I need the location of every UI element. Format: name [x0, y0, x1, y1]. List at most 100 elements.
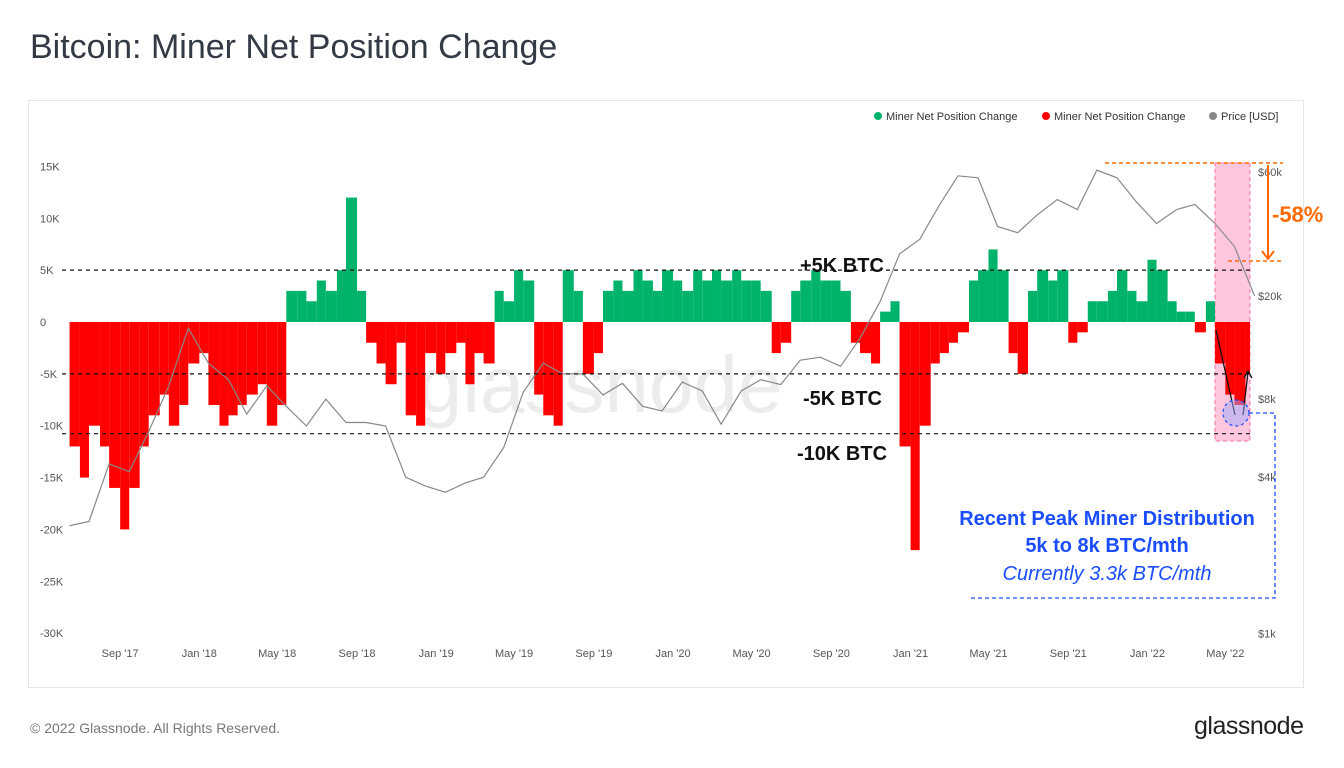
bar [385, 322, 397, 385]
bar [456, 322, 466, 343]
bar [286, 290, 298, 322]
x-tick-label: Sep '18 [339, 648, 376, 660]
bar [820, 280, 832, 322]
bar [139, 322, 149, 447]
bar [306, 301, 317, 322]
x-tick-label: Jan '19 [419, 648, 454, 660]
y2-tick-label: $60k [1258, 167, 1282, 179]
bar [732, 270, 742, 322]
bar [840, 290, 851, 322]
bar [277, 322, 287, 405]
bar [109, 322, 121, 488]
x-tick-label: May '22 [1206, 648, 1244, 660]
bar [582, 322, 594, 374]
bar [316, 280, 326, 322]
x-tick-label: Jan '18 [182, 648, 217, 660]
bar [1245, 322, 1250, 374]
x-tick-label: Jan '22 [1130, 648, 1165, 660]
x-tick-label: Sep '19 [575, 648, 612, 660]
bar [712, 270, 722, 322]
bar [1136, 301, 1148, 322]
bar [1214, 322, 1226, 364]
bar [693, 270, 703, 322]
y-tick-label: -10K [40, 421, 64, 433]
legend-label: Miner Net Position Change [886, 111, 1017, 123]
bar [523, 280, 535, 322]
bar [1068, 322, 1078, 343]
bar [100, 322, 110, 447]
bar [622, 290, 634, 322]
callout-line3: Currently 3.3k BTC/mth [1003, 563, 1212, 585]
bar [702, 280, 713, 322]
bar [1234, 322, 1246, 405]
bar [69, 322, 80, 447]
bar [1167, 301, 1177, 322]
bar [997, 270, 1009, 322]
bar [1028, 290, 1038, 322]
bar [811, 270, 821, 322]
bar [969, 280, 979, 322]
bar [514, 270, 524, 322]
y2-tick-label: $20k [1258, 291, 1282, 303]
bar [988, 249, 998, 322]
bar [751, 280, 761, 322]
bar [396, 322, 406, 343]
callout-line2: 5k to 8k BTC/mth [1025, 535, 1188, 557]
bar [760, 290, 772, 322]
bar [405, 322, 417, 416]
bar [445, 322, 457, 354]
bar [345, 197, 358, 322]
y-tick-label: 10K [40, 213, 60, 225]
arrow-head-icon [1261, 250, 1275, 261]
bar [425, 322, 437, 354]
glassnode-logo: glassnode [1194, 712, 1304, 740]
bar [1194, 322, 1206, 333]
bar [179, 322, 189, 405]
y-tick-label: 0 [40, 317, 46, 329]
bar [357, 290, 367, 322]
bar [562, 270, 574, 322]
bar [199, 322, 209, 354]
bar [957, 322, 970, 333]
callout-connector [968, 412, 1276, 599]
bar [159, 322, 169, 395]
bar [148, 322, 160, 416]
bar [257, 322, 267, 385]
bar [436, 322, 446, 374]
bar [930, 322, 940, 364]
level-label: -5K BTC [803, 388, 882, 410]
watermark: glassnode [418, 340, 783, 429]
bar [919, 322, 931, 426]
y-tick-label: -15K [40, 473, 64, 485]
drawdown-label: -58% [1272, 202, 1323, 227]
bar [593, 322, 603, 354]
bar [188, 322, 200, 364]
bar [1008, 322, 1018, 354]
y2-tick-label: $4k [1258, 472, 1276, 484]
bar [1096, 301, 1108, 322]
bar [129, 322, 140, 488]
x-tick-label: Sep '21 [1050, 648, 1087, 660]
bar [899, 322, 911, 447]
bar [721, 280, 733, 322]
bar [228, 322, 238, 416]
bar [1127, 290, 1137, 322]
x-tick-label: May '19 [495, 648, 533, 660]
bar [1176, 311, 1186, 322]
bar [859, 322, 872, 354]
peak-circle [1222, 399, 1250, 427]
bar [633, 270, 643, 322]
bar [682, 290, 694, 322]
y-tick-label: -5K [40, 369, 58, 381]
bar [1225, 322, 1235, 395]
y-tick-label: 15K [40, 161, 60, 173]
bar [336, 270, 346, 322]
bar [890, 301, 900, 322]
bar [910, 322, 920, 551]
bar [1116, 270, 1128, 322]
bar [1077, 322, 1088, 333]
bar [237, 322, 247, 405]
bar [376, 322, 386, 364]
bar [771, 322, 781, 354]
legend-label: Price [USD] [1221, 111, 1278, 123]
